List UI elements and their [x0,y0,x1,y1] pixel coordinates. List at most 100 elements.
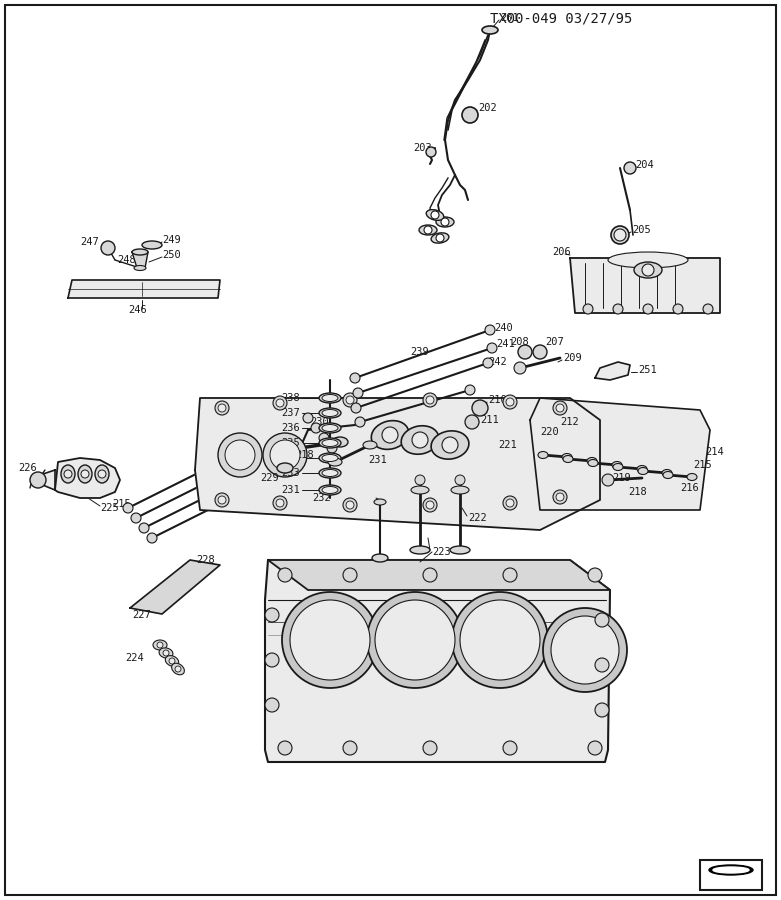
Text: 247: 247 [80,237,98,247]
Ellipse shape [277,463,293,473]
Ellipse shape [319,393,341,403]
Text: 240: 240 [494,323,513,333]
Circle shape [426,396,434,404]
Ellipse shape [687,473,697,481]
Circle shape [442,437,458,453]
Circle shape [282,592,378,688]
Circle shape [367,592,463,688]
Text: 203: 203 [413,143,432,153]
Ellipse shape [134,266,146,271]
Text: 234: 234 [281,453,300,463]
Text: 227: 227 [132,610,151,620]
Polygon shape [530,398,710,510]
Ellipse shape [319,423,341,433]
Ellipse shape [322,487,338,493]
Text: 202: 202 [478,103,497,113]
Circle shape [131,513,141,523]
Circle shape [350,373,360,383]
Ellipse shape [95,465,109,483]
Circle shape [353,388,363,398]
Circle shape [64,470,72,478]
Text: 220: 220 [540,427,558,437]
Text: 223: 223 [432,547,451,557]
Circle shape [595,613,609,627]
Ellipse shape [538,452,548,458]
Circle shape [485,325,495,335]
Circle shape [303,413,313,423]
Ellipse shape [322,425,338,431]
Ellipse shape [482,26,498,34]
Circle shape [506,398,514,406]
Ellipse shape [588,460,598,466]
Ellipse shape [319,453,341,463]
Circle shape [583,304,593,314]
Circle shape [452,592,548,688]
Circle shape [553,401,567,415]
Text: 211: 211 [480,415,499,425]
Circle shape [588,568,602,582]
Ellipse shape [319,408,341,418]
Circle shape [588,741,602,755]
Circle shape [101,241,115,255]
Circle shape [311,423,321,433]
Circle shape [343,393,357,407]
Circle shape [465,385,475,395]
Circle shape [343,498,357,512]
Text: 239: 239 [410,347,429,357]
Text: 233: 233 [281,468,300,478]
Circle shape [595,658,609,672]
Circle shape [273,396,287,410]
Text: 231: 231 [368,455,387,465]
Ellipse shape [159,648,173,658]
Text: 208: 208 [510,337,529,347]
Text: 214: 214 [705,447,724,457]
Text: 218: 218 [295,450,314,460]
Text: 212: 212 [560,417,579,427]
Circle shape [169,658,175,664]
Circle shape [426,147,436,157]
Ellipse shape [431,431,469,459]
Ellipse shape [363,441,377,449]
Ellipse shape [612,462,622,469]
Circle shape [423,741,437,755]
Ellipse shape [411,486,429,494]
Ellipse shape [562,454,572,461]
Text: 230: 230 [310,417,329,427]
Ellipse shape [372,554,388,562]
Circle shape [30,472,46,488]
Circle shape [423,393,437,407]
Circle shape [382,427,398,443]
Ellipse shape [153,640,167,650]
Polygon shape [68,280,220,298]
Ellipse shape [332,437,348,447]
Ellipse shape [371,420,408,449]
Text: 207: 207 [545,337,564,347]
Text: 238: 238 [281,393,300,403]
Ellipse shape [662,470,672,476]
Circle shape [460,600,540,680]
Circle shape [175,666,181,672]
Text: 228: 228 [196,555,215,565]
Ellipse shape [563,455,573,463]
Circle shape [157,642,163,648]
Text: 235: 235 [281,438,300,448]
Circle shape [614,229,626,241]
Circle shape [602,474,614,486]
Ellipse shape [410,546,430,554]
Polygon shape [265,560,610,762]
Circle shape [215,493,229,507]
Circle shape [218,496,226,504]
Circle shape [503,568,517,582]
Circle shape [346,501,354,509]
Ellipse shape [319,485,341,495]
Circle shape [703,304,713,314]
Circle shape [98,470,106,478]
Circle shape [455,475,465,485]
Text: 250: 250 [162,250,180,260]
Circle shape [462,107,478,123]
Polygon shape [130,560,220,614]
Text: 225: 225 [100,503,119,513]
Circle shape [556,493,564,501]
Ellipse shape [608,252,688,268]
Text: 209: 209 [563,353,582,363]
